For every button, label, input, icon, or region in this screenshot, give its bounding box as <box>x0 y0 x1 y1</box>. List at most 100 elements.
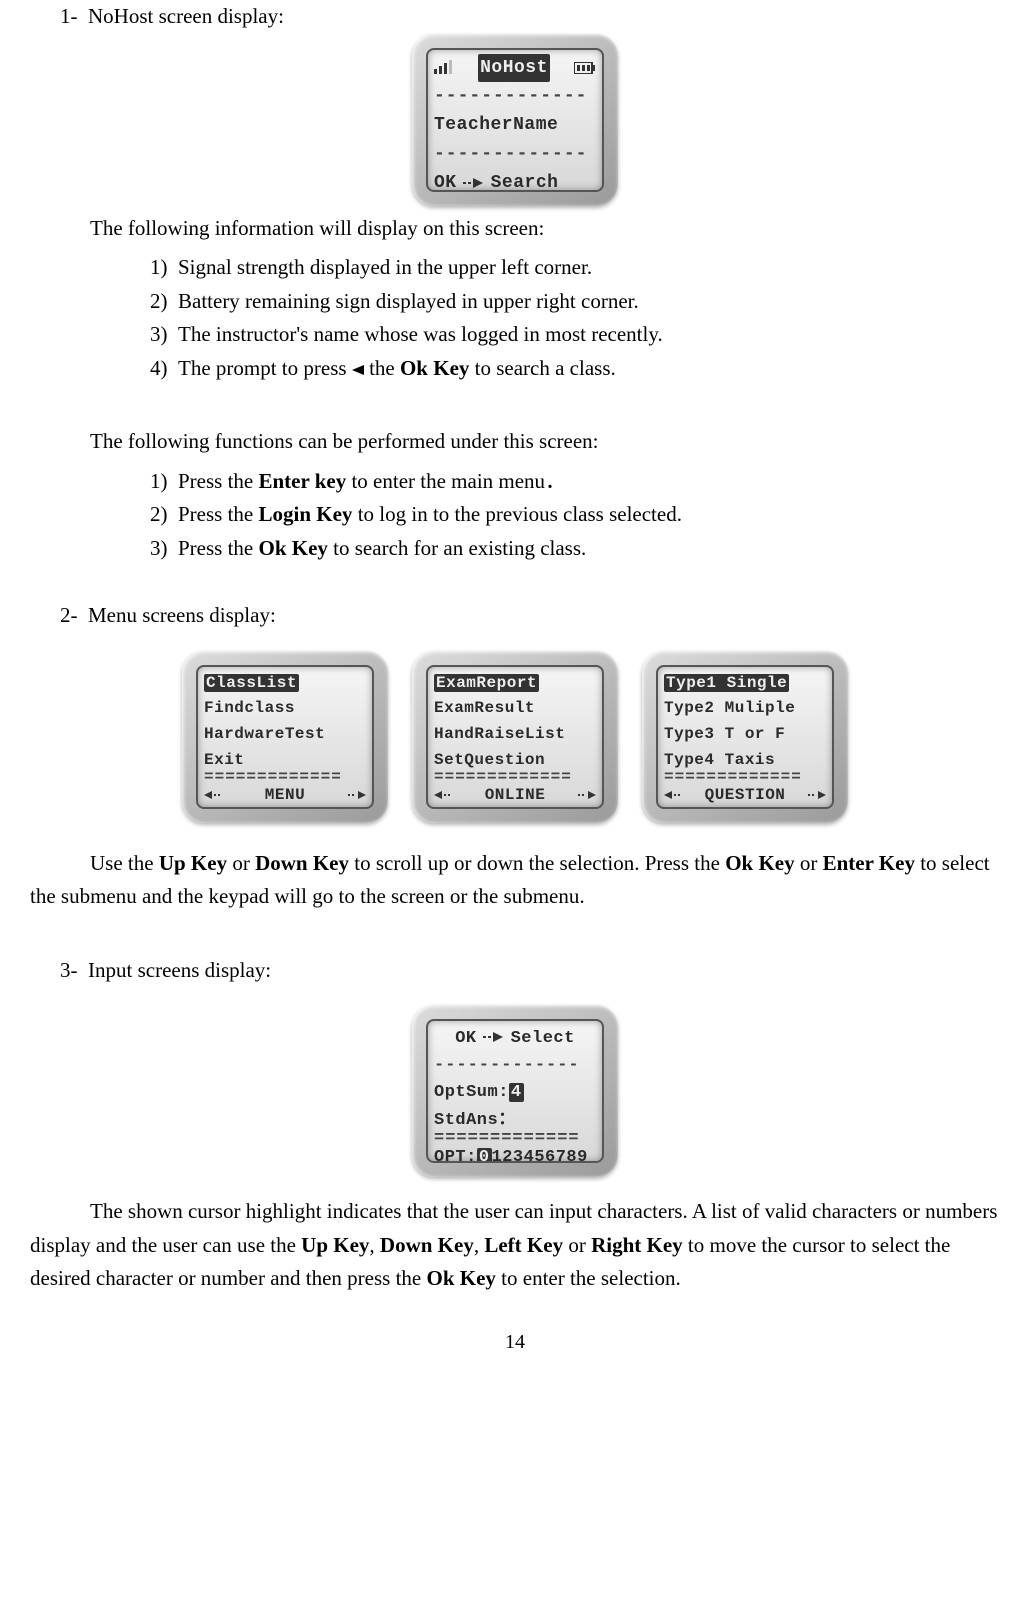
text-frag: , <box>369 1233 380 1257</box>
text-frag: The prompt to press <box>178 356 347 380</box>
lcd-menu-3: Type1 Single Type2 Muliple Type3 T or F … <box>656 665 834 809</box>
arrow-right-icon <box>578 783 596 809</box>
device-menu-1: ClassList Findclass HardwareTest Exit ==… <box>182 651 388 823</box>
list-marker: 3- <box>60 954 88 988</box>
arrow-left-icon <box>352 356 364 380</box>
key-name: Ok Key <box>427 1266 496 1290</box>
func-text: Press the Login Key to log in to the pre… <box>178 498 682 532</box>
label: OptSum: <box>434 1083 509 1102</box>
info-item: 1)Signal strength displayed in the upper… <box>150 251 1000 285</box>
device-nohost: NoHost ------------- TeacherName -------… <box>412 34 618 206</box>
section-1-heading: 1- NoHost screen display: <box>60 0 1000 34</box>
section-3-paragraph: The shown cursor highlight indicates tha… <box>30 1195 1000 1296</box>
heading-text: Menu screens display: <box>88 599 276 633</box>
divider: ============= <box>664 773 826 783</box>
battery-icon <box>574 54 596 83</box>
func-text: Press the Ok Key to search for an existi… <box>178 532 586 566</box>
key-name: Right Key <box>591 1233 683 1257</box>
arrow-left-icon <box>434 783 452 809</box>
text-frag: Press the <box>178 502 259 526</box>
label: OPT: <box>434 1148 477 1163</box>
text-frag: , <box>474 1233 485 1257</box>
arrow-right-icon <box>463 169 485 192</box>
menu-item: ExamResult <box>434 696 596 722</box>
text-frag: the <box>369 356 400 380</box>
divider: ------------- <box>434 1052 596 1079</box>
menu-item: Findclass <box>204 696 366 722</box>
arrow-right-icon <box>483 1025 505 1052</box>
key-name: Ok Key <box>725 851 794 875</box>
lcd-footer: QUESTION <box>705 783 786 809</box>
text-frag: or <box>795 851 823 875</box>
opt-rest: 123456789 <box>492 1148 588 1163</box>
info-text: Battery remaining sign displayed in uppe… <box>178 285 639 319</box>
menu-item: HandRaiseList <box>434 722 596 748</box>
info-item: 2)Battery remaining sign displayed in up… <box>150 285 1000 319</box>
arrow-left-icon <box>664 783 682 809</box>
menu-item: Type3 T or F <box>664 722 826 748</box>
func-heading: The following functions can be performed… <box>90 425 970 459</box>
text-frag: to scroll up or down the selection. Pres… <box>349 851 725 875</box>
section-2-heading: 2- Menu screens display: <box>60 599 1000 633</box>
list-marker: 2- <box>60 599 88 633</box>
section-2-paragraph: Use the Up Key or Down Key to scroll up … <box>30 847 1000 914</box>
nohost-label: NoHost <box>478 54 550 83</box>
opt-line: OPT:0123456789 <box>434 1144 596 1163</box>
text-frag: or <box>227 851 255 875</box>
divider: ============= <box>204 773 366 783</box>
divider: ------------- <box>434 82 596 111</box>
key-name: Enter Key <box>823 851 915 875</box>
arrow-left-icon <box>204 783 222 809</box>
key-name: Ok Key <box>259 536 328 560</box>
text-frag: to search for an existing class. <box>328 536 586 560</box>
menu-item-selected: ClassList <box>204 674 299 692</box>
divider: ------------- <box>434 140 596 169</box>
device-input: OK Select ------------- OptSum:4 StdAns：… <box>412 1005 618 1177</box>
key-name: Up Key <box>301 1233 369 1257</box>
device-menu-3: Type1 Single Type2 Muliple Type3 T or F … <box>642 651 848 823</box>
ok-label: OK <box>455 1025 476 1052</box>
signal-icon <box>434 54 454 83</box>
divider: ============= <box>434 1134 596 1144</box>
key-name: Down Key <box>255 851 349 875</box>
key-name: Left Key <box>484 1233 563 1257</box>
text-frag: Press the <box>178 536 259 560</box>
info-text: The prompt to press the Ok Key to search… <box>178 352 616 386</box>
key-name: Up Key <box>159 851 227 875</box>
key-name: Login Key <box>259 502 353 526</box>
key-name: Down Key <box>380 1233 474 1257</box>
text-frag: to enter the main menu． <box>346 469 566 493</box>
info-text: The instructor's name whose was logged i… <box>178 318 663 352</box>
menu-item: HardwareTest <box>204 722 366 748</box>
teacher-name: TeacherName <box>434 111 596 140</box>
optsum-line: OptSum:4 <box>434 1079 596 1106</box>
text-frag: to enter the selection. <box>496 1266 681 1290</box>
lcd-input: OK Select ------------- OptSum:4 StdAns：… <box>426 1019 604 1163</box>
menu-item: Type2 Muliple <box>664 696 826 722</box>
key-name: Ok Key <box>400 356 469 380</box>
menu-item-selected: ExamReport <box>434 674 539 692</box>
heading-text: Input screens display: <box>88 954 271 988</box>
info-text: Signal strength displayed in the upper l… <box>178 251 592 285</box>
select-label: Select <box>511 1025 575 1052</box>
device-menu-2: ExamReport ExamResult HandRaiseList SetQ… <box>412 651 618 823</box>
func-item: 2)Press the Login Key to log in to the p… <box>150 498 1000 532</box>
func-item: 3)Press the Ok Key to search for an exis… <box>150 532 1000 566</box>
text-frag: Use the <box>90 851 159 875</box>
list-marker: 1- <box>60 0 88 34</box>
arrow-right-icon <box>808 783 826 809</box>
lcd-footer: MENU <box>265 783 305 809</box>
menu-item-selected: Type1 Single <box>664 674 789 692</box>
text-frag: Press the <box>178 469 259 493</box>
info-heading: The following information will display o… <box>90 212 970 246</box>
info-item: 3)The instructor's name whose was logged… <box>150 318 1000 352</box>
func-item: 1)Press the Enter key to enter the main … <box>150 465 1000 499</box>
arrow-right-icon <box>348 783 366 809</box>
text-frag: to search a class. <box>469 356 615 380</box>
page-number: 14 <box>30 1326 1000 1358</box>
text-frag: or <box>563 1233 591 1257</box>
info-item: 4) The prompt to press the Ok Key to sea… <box>150 352 1000 386</box>
cursor-value: 4 <box>509 1083 524 1102</box>
key-name: Enter key <box>259 469 347 493</box>
divider: ============= <box>434 773 596 783</box>
